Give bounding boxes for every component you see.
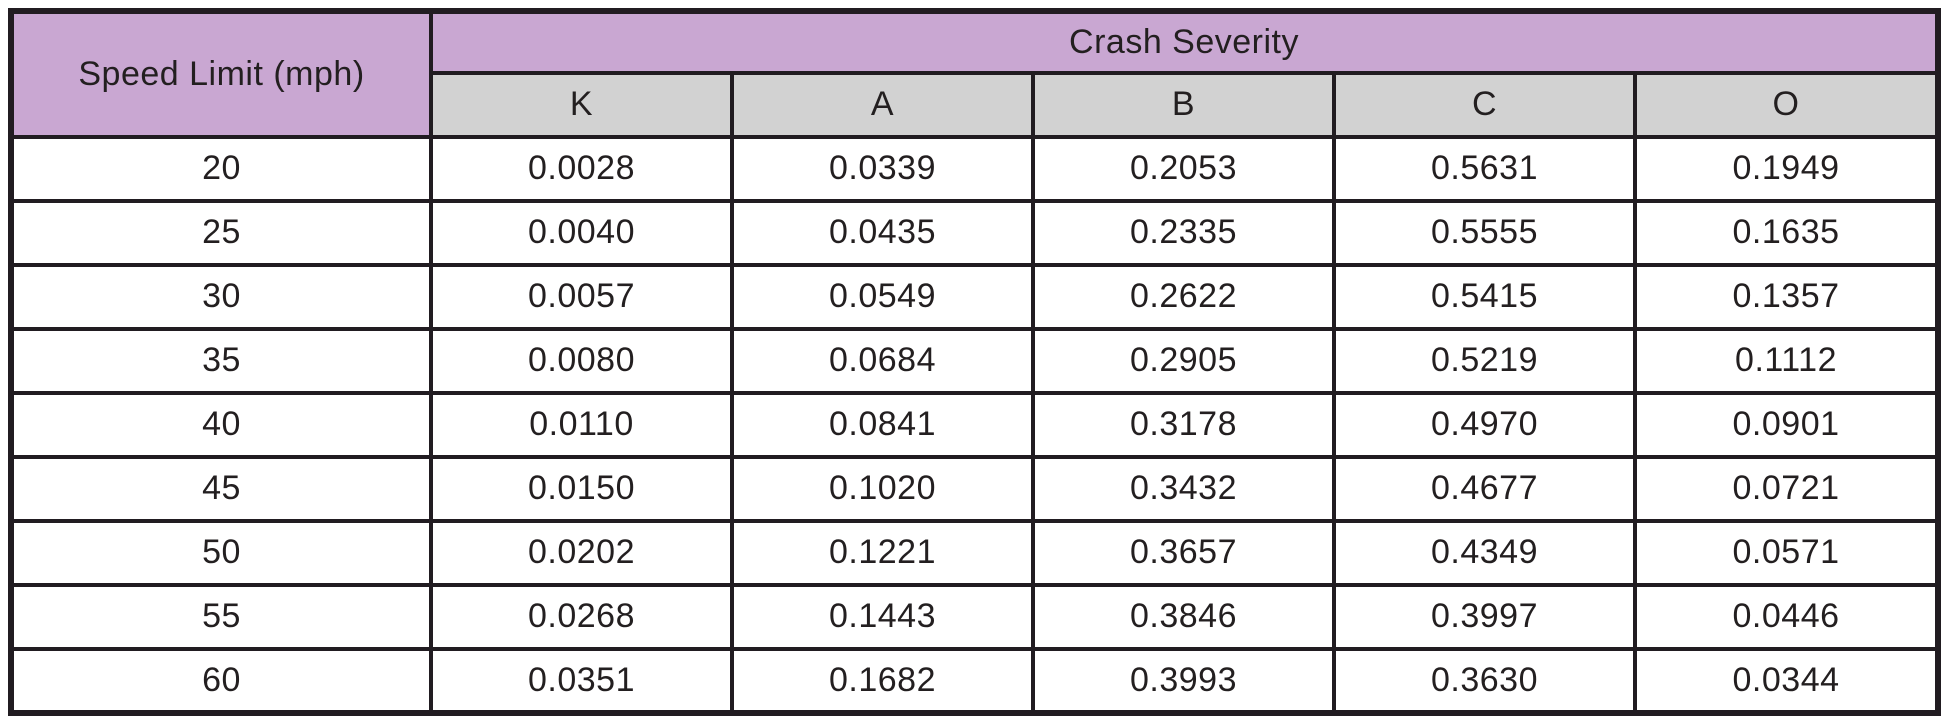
table-row: 20 0.0028 0.0339 0.2053 0.5631 0.1949 <box>9 135 1941 203</box>
value-cell: 0.3997 <box>1332 583 1637 651</box>
speed-cell: 45 <box>9 455 433 523</box>
value-cell: 0.0841 <box>730 391 1035 459</box>
value-cell: 0.1635 <box>1632 199 1941 267</box>
column-header-k: K <box>429 71 734 139</box>
table-row: 40 0.0110 0.0841 0.3178 0.4970 0.0901 <box>9 391 1941 459</box>
value-cell: 0.1112 <box>1632 327 1941 395</box>
speed-cell: 35 <box>9 327 433 395</box>
value-cell: 0.0684 <box>730 327 1035 395</box>
value-cell: 0.5415 <box>1332 263 1637 331</box>
value-cell: 0.4349 <box>1332 519 1637 587</box>
value-cell: 0.1020 <box>730 455 1035 523</box>
group-header-cell: Crash Severity <box>428 9 1941 75</box>
value-cell: 0.0028 <box>429 135 734 203</box>
value-cell: 0.0339 <box>730 135 1035 203</box>
value-cell: 0.3846 <box>1031 583 1336 651</box>
speed-cell: 20 <box>9 135 433 203</box>
value-cell: 0.2335 <box>1031 199 1336 267</box>
value-cell: 0.0202 <box>429 519 734 587</box>
table-header: Speed Limit (mph) Crash Severity K A B C… <box>9 9 1941 139</box>
value-cell: 0.3993 <box>1031 647 1336 715</box>
crash-severity-table: Speed Limit (mph) Crash Severity K A B C… <box>8 8 1942 716</box>
value-cell: 0.3178 <box>1031 391 1336 459</box>
value-cell: 0.0901 <box>1632 391 1941 459</box>
table-row: 50 0.0202 0.1221 0.3657 0.4349 0.0571 <box>9 519 1941 587</box>
table-row: 30 0.0057 0.0549 0.2622 0.5415 0.1357 <box>9 263 1941 331</box>
value-cell: 0.4970 <box>1332 391 1637 459</box>
value-cell: 0.1682 <box>730 647 1035 715</box>
value-cell: 0.2622 <box>1031 263 1336 331</box>
value-cell: 0.0150 <box>429 455 734 523</box>
value-cell: 0.0080 <box>429 327 734 395</box>
group-header-row: Speed Limit (mph) Crash Severity <box>9 9 1941 139</box>
value-cell: 0.5555 <box>1332 199 1637 267</box>
value-cell: 0.1221 <box>730 519 1035 587</box>
speed-cell: 60 <box>9 647 433 715</box>
table-row: 35 0.0080 0.0684 0.2905 0.5219 0.1112 <box>9 327 1941 395</box>
column-header-o: O <box>1632 71 1941 139</box>
value-cell: 0.1443 <box>730 583 1035 651</box>
value-cell: 0.0040 <box>429 199 734 267</box>
value-cell: 0.2905 <box>1031 327 1336 395</box>
value-cell: 0.0268 <box>429 583 734 651</box>
value-cell: 0.3657 <box>1031 519 1336 587</box>
corner-header-cell: Speed Limit (mph) <box>9 9 433 139</box>
value-cell: 0.3432 <box>1031 455 1336 523</box>
table-row: 45 0.0150 0.1020 0.3432 0.4677 0.0721 <box>9 455 1941 523</box>
column-header-b: B <box>1031 71 1336 139</box>
speed-cell: 25 <box>9 199 433 267</box>
value-cell: 0.4677 <box>1332 455 1637 523</box>
value-cell: 0.5219 <box>1332 327 1637 395</box>
value-cell: 0.0435 <box>730 199 1035 267</box>
value-cell: 0.0351 <box>429 647 734 715</box>
value-cell: 0.1949 <box>1632 135 1941 203</box>
value-cell: 0.0446 <box>1632 583 1941 651</box>
value-cell: 0.0344 <box>1632 647 1941 715</box>
table-row: 25 0.0040 0.0435 0.2335 0.5555 0.1635 <box>9 199 1941 267</box>
value-cell: 0.0571 <box>1632 519 1941 587</box>
speed-cell: 55 <box>9 583 433 651</box>
value-cell: 0.0110 <box>429 391 734 459</box>
table-body: 20 0.0028 0.0339 0.2053 0.5631 0.1949 25… <box>9 135 1941 715</box>
speed-cell: 30 <box>9 263 433 331</box>
value-cell: 0.0057 <box>429 263 734 331</box>
speed-cell: 50 <box>9 519 433 587</box>
value-cell: 0.0549 <box>730 263 1035 331</box>
column-header-row: K A B C O <box>11 71 1941 139</box>
column-header-c: C <box>1332 71 1637 139</box>
value-cell: 0.0721 <box>1632 455 1941 523</box>
column-header-a: A <box>730 71 1035 139</box>
value-cell: 0.1357 <box>1632 263 1941 331</box>
value-cell: 0.3630 <box>1332 647 1637 715</box>
value-cell: 0.2053 <box>1031 135 1336 203</box>
table-row: 60 0.0351 0.1682 0.3993 0.3630 0.0344 <box>9 647 1941 715</box>
table-row: 55 0.0268 0.1443 0.3846 0.3997 0.0446 <box>9 583 1941 651</box>
value-cell: 0.5631 <box>1332 135 1637 203</box>
speed-cell: 40 <box>9 391 433 459</box>
